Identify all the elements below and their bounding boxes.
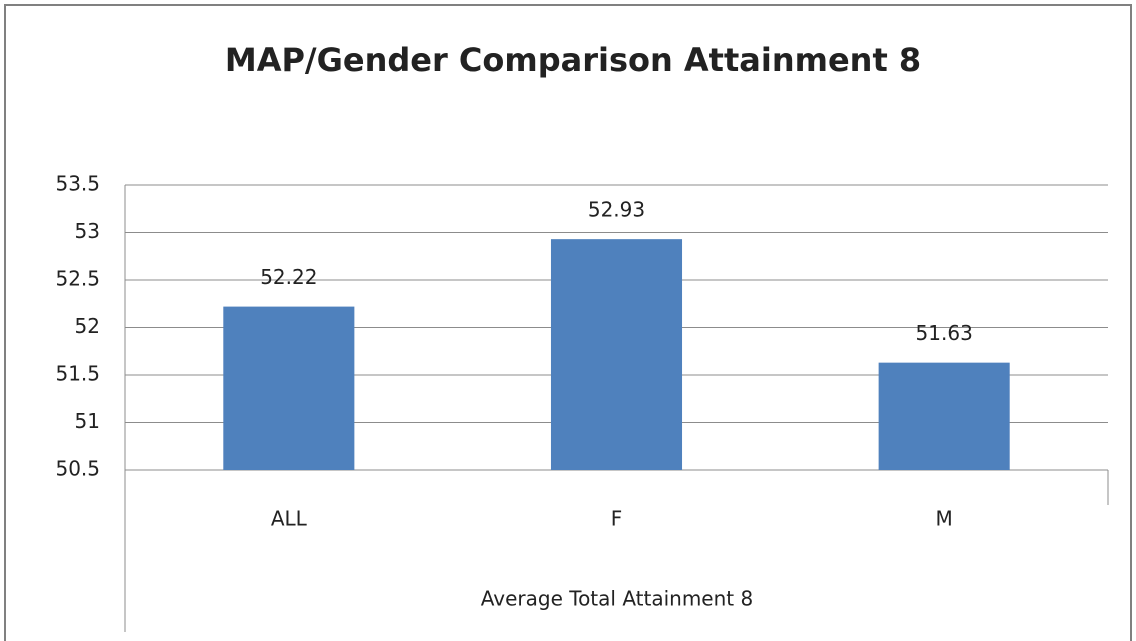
y-tick-label: 51 bbox=[75, 409, 100, 433]
bar bbox=[550, 239, 683, 470]
data-label: 52.93 bbox=[588, 198, 645, 222]
chart-title: MAP/Gender Comparison Attainment 8 bbox=[225, 41, 921, 79]
y-tick-label: 50.5 bbox=[55, 457, 100, 481]
data-label: 52.22 bbox=[260, 265, 317, 289]
data-label: 51.63 bbox=[916, 321, 973, 345]
x-tick-label: ALL bbox=[271, 507, 308, 531]
y-tick-label: 52 bbox=[75, 314, 100, 338]
bar bbox=[878, 362, 1010, 470]
y-tick-label: 53 bbox=[75, 219, 100, 243]
x-axis-label: Average Total Attainment 8 bbox=[481, 587, 753, 611]
y-tick-label: 53.5 bbox=[55, 172, 100, 196]
y-tick-label: 52.5 bbox=[55, 267, 100, 291]
x-tick-label: M bbox=[936, 507, 953, 531]
x-tick-label: F bbox=[611, 507, 623, 531]
bar bbox=[223, 306, 355, 470]
y-tick-label: 51.5 bbox=[55, 362, 100, 386]
